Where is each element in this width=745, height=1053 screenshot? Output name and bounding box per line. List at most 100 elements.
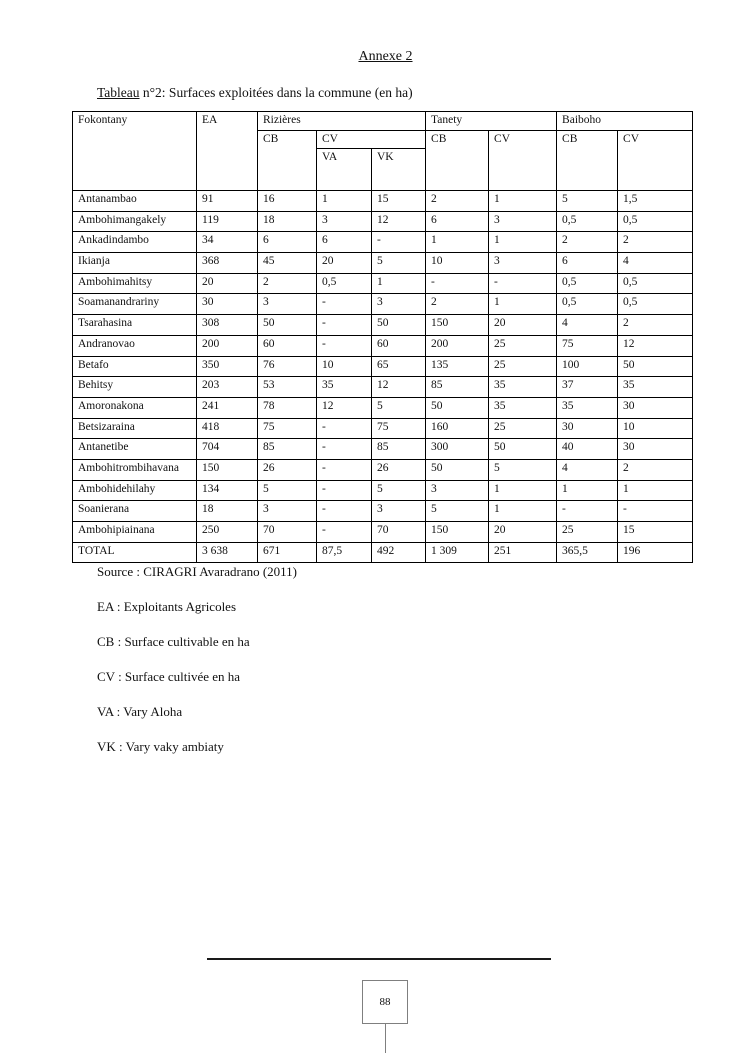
header-tanety-cv: CV (488, 130, 558, 191)
value-cell: 26 (370, 458, 427, 481)
table-row: Ambohipiainana 250 70-70 150 20 25 15 (72, 521, 694, 543)
value-cell: 3 (316, 210, 372, 233)
value-cell: 75 (257, 417, 317, 440)
value-cell: 35 (556, 396, 619, 419)
fokontany-cell: Ambohipiainana (72, 521, 197, 543)
table-caption-word: Tableau (97, 85, 140, 100)
fokontany-cell: Betsizaraina (72, 417, 197, 440)
value-cell: 5 (370, 479, 427, 502)
value-cell: 2 (425, 293, 490, 316)
value-cell: - (316, 314, 372, 336)
table-row: Soamanandrariny 30 3-3 2 1 0,5 0,5 (72, 293, 694, 316)
value-cell: 3 (370, 500, 427, 522)
value-cell: 3 (370, 293, 427, 316)
value-cell: 5 (488, 458, 558, 481)
header-tanety-cb: CB (425, 130, 490, 191)
value-cell: 15 (617, 521, 694, 543)
table-row: Andranovao 200 60-60 200 25 75 12 (72, 334, 694, 357)
value-cell: 1 (488, 479, 558, 502)
value-cell: 2 (617, 458, 694, 481)
value-cell: 50 (488, 438, 558, 460)
value-cell: 0,5 (316, 272, 372, 295)
fokontany-cell: Amoronakona (72, 396, 197, 419)
header-group-rizieres: Rizières (256, 111, 427, 131)
footer-rule (207, 958, 551, 960)
value-cell: 1 309 (425, 541, 490, 564)
table-row: Ambohidehilahy 134 5-5 3 1 1 1 (72, 479, 694, 502)
page-number-box: 88 (362, 980, 408, 1024)
value-cell: 25 (556, 521, 619, 543)
table-caption-rest: n°2: Surfaces exploitées dans la commune… (139, 85, 413, 100)
fokontany-cell: Tsarahasina (72, 314, 197, 336)
value-cell: 308 (196, 314, 258, 336)
value-cell: 6 (316, 231, 372, 254)
fokontany-cell: Andranovao (72, 334, 197, 357)
value-cell: 492 (370, 541, 427, 564)
value-cell: 5 (425, 500, 490, 522)
value-cell: 1 (556, 479, 619, 502)
value-cell: 20 (196, 272, 258, 295)
value-cell: 1 (488, 500, 558, 522)
footer-tick-line (385, 1024, 386, 1053)
value-cell: 150 (425, 521, 490, 543)
value-cell: 3 (257, 293, 317, 316)
value-cell: 100 (556, 355, 619, 378)
value-cell: 3 (488, 210, 558, 233)
header-ea: EA (196, 111, 258, 191)
value-cell: 87,5 (316, 541, 372, 564)
value-cell: 10 (316, 355, 372, 378)
value-cell: 1 (425, 231, 490, 254)
value-cell: 0,5 (556, 210, 619, 233)
value-cell: 15 (370, 190, 427, 212)
value-cell: 12 (370, 210, 427, 233)
value-cell: 78 (257, 396, 317, 419)
fokontany-cell: Ambohidehilahy (72, 479, 197, 502)
value-cell: 365,5 (556, 541, 619, 564)
value-cell: 60 (257, 334, 317, 357)
source-line: Source : CIRAGRI Avaradrano (2011) (97, 564, 298, 579)
fokontany-cell: Ambohitrombihavana (72, 458, 197, 481)
value-cell: 4 (617, 252, 694, 274)
value-cell: 3 (257, 500, 317, 522)
value-cell: 75 (370, 417, 427, 440)
value-cell: - (425, 272, 490, 295)
value-cell: 30 (617, 438, 694, 460)
fokontany-cell: Betafo (72, 355, 197, 378)
table-row: Ambohitrombihavana 150 26-26 50 5 4 2 (72, 458, 694, 481)
value-cell: 196 (617, 541, 694, 564)
value-cell: 0,5 (556, 293, 619, 316)
value-cell: 12 (316, 396, 372, 419)
fokontany-cell: Antanambao (72, 190, 197, 212)
value-cell: 26 (257, 458, 317, 481)
value-cell: 241 (196, 396, 258, 419)
value-cell: 30 (196, 293, 258, 316)
value-cell: 50 (425, 458, 490, 481)
value-cell: 45 (257, 252, 317, 274)
value-cell: 1 (488, 190, 558, 212)
table-row: Behitsy 203 53 35 12 85 35 37 35 (72, 376, 694, 398)
value-cell: 5 (556, 190, 619, 212)
table-row: Ambohimangakely 119 18 3 12 6 3 0,5 0,5 (72, 210, 694, 233)
fokontany-cell: Ambohimangakely (72, 210, 197, 233)
value-cell: 37 (556, 376, 619, 398)
header-row-cb-cv: CB CV CB CV CB CV (73, 130, 694, 191)
value-cell: 25 (488, 417, 558, 440)
value-cell: 418 (196, 417, 258, 440)
fokontany-cell: Soanierana (72, 500, 197, 522)
legend-line-ea: EA : Exploitants Agricoles (97, 599, 237, 614)
value-cell: 20 (316, 252, 372, 274)
value-cell: 18 (196, 500, 258, 522)
value-cell: 3 (488, 252, 558, 274)
value-cell: 0,5 (617, 272, 694, 295)
value-cell: 4 (556, 314, 619, 336)
value-cell: 25 (488, 355, 558, 378)
total-row: TOTAL 3 638 671 87,5 492 1 309 251 365,5 196 (72, 541, 694, 564)
value-cell: 5 (370, 396, 427, 419)
value-cell: 4 (556, 458, 619, 481)
value-cell: - (556, 500, 619, 522)
value-cell: 1,5 (617, 190, 694, 212)
value-cell: 35 (488, 396, 558, 419)
fokontany-cell: Behitsy (72, 376, 197, 398)
value-cell: 6 (556, 252, 619, 274)
fokontany-cell: TOTAL (72, 541, 197, 564)
